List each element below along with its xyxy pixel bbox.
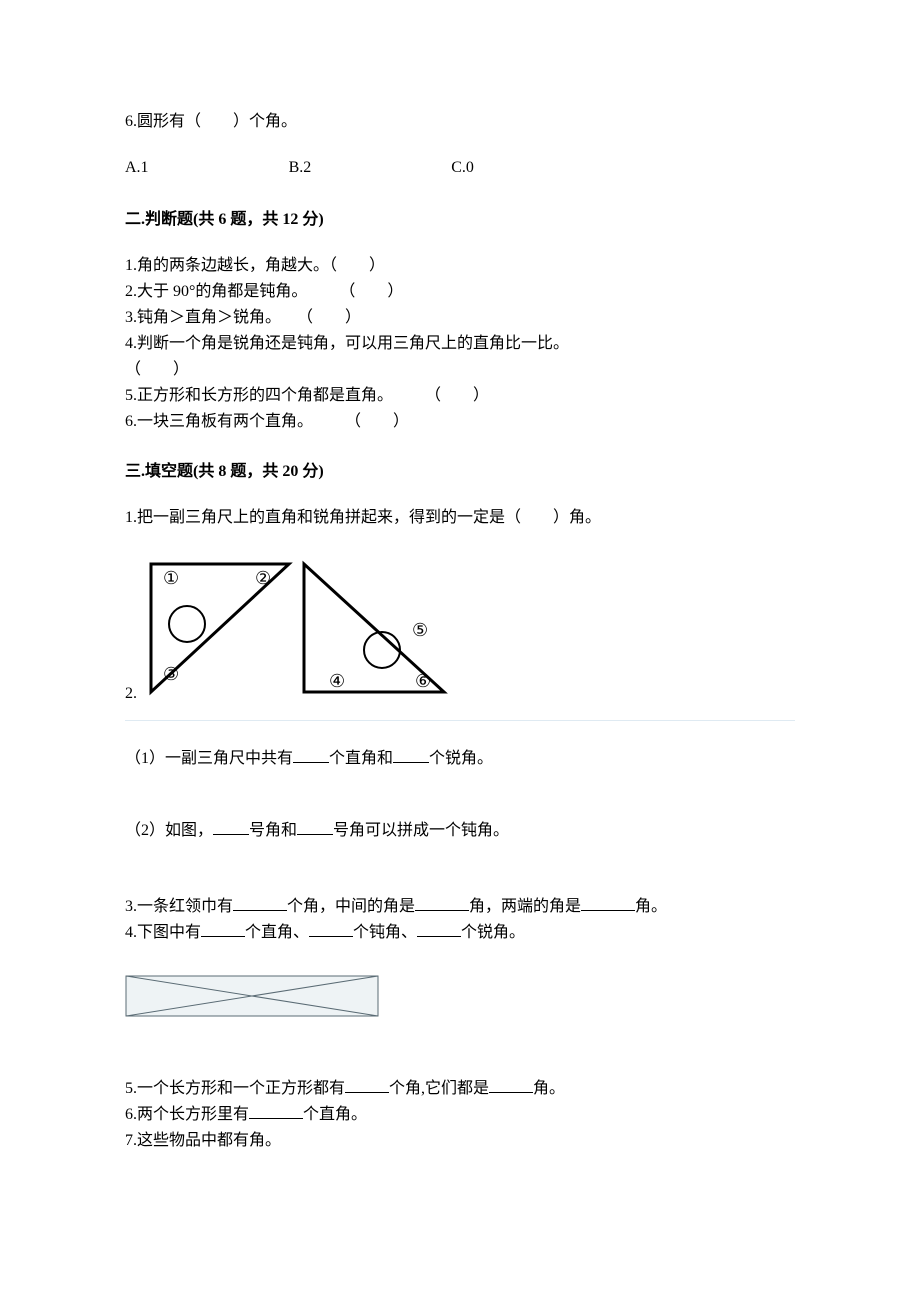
rectangle-figure — [125, 975, 795, 1025]
s3-q2-sub1-a: （1）一副三角尺中共有 — [125, 750, 293, 767]
s3-q6-b: 个直角。 — [303, 1106, 367, 1123]
blank — [417, 922, 461, 937]
s3-q2-row: 2. ① ② ③ ④ ⑤ ⑥ — [125, 540, 795, 714]
q6-choice-b: B.2 — [289, 156, 312, 180]
s3-q2-sub2-b: 号角和 — [249, 822, 297, 839]
svg-text:④: ④ — [329, 671, 345, 691]
blank — [233, 896, 287, 911]
worksheet-page: 6.圆形有（ ）个角。 A.1 B.2 C.0 二.判断题(共 6 题，共 12 分… — [0, 0, 920, 1215]
svg-text:⑥: ⑥ — [415, 671, 431, 691]
blank — [249, 1104, 303, 1119]
tf-item-4: 4.判断一个角是锐角还是钝角，可以用三角尺上的直角比一比。 — [125, 332, 795, 356]
s3-q3-d: 角。 — [635, 898, 667, 915]
blank — [345, 1078, 389, 1093]
blank — [581, 896, 635, 911]
section-3-header: 三.填空题(共 8 题，共 20 分) — [125, 460, 795, 484]
tf-item-5: 5.正方形和长方形的四个角都是直角。 （ ） — [125, 384, 795, 408]
s3-q3-b: 个角，中间的角是 — [287, 898, 415, 915]
s3-q6: 6.两个长方形里有 个直角。 — [125, 1103, 795, 1127]
q6-choices: A.1 B.2 C.0 — [125, 156, 795, 180]
s3-q1: 1.把一副三角尺上的直角和锐角拼起来，得到的一定是（ ）角。 — [125, 506, 795, 530]
fill-block-5-7: 5.一个长方形和一个正方形都有 个角,它们都是 角。 6.两个长方形里有 个直角。 7… — [125, 1077, 795, 1153]
s3-q5-b: 个角,它们都是 — [389, 1080, 489, 1097]
q6-choice-c: C.0 — [451, 156, 474, 180]
s3-q2-num: 2. — [125, 682, 139, 714]
blank — [297, 820, 333, 835]
svg-text:③: ③ — [163, 664, 179, 684]
blank — [489, 1078, 533, 1093]
s3-q7: 7.这些物品中都有角。 — [125, 1129, 795, 1153]
s3-q6-a: 6.两个长方形里有 — [125, 1106, 249, 1123]
blank — [393, 748, 429, 763]
s3-q4: 4.下图中有 个直角、 个钝角、 个锐角。 — [125, 921, 795, 945]
svg-text:①: ① — [163, 568, 179, 588]
s3-q2-sub2: （2）如图， 号角和 号角可以拼成一个钝角。 — [125, 819, 795, 843]
s3-q4-c: 个钝角、 — [353, 924, 417, 941]
svg-text:⑤: ⑤ — [412, 620, 428, 640]
triangle-svg: ① ② ③ ④ ⑤ ⑥ — [139, 552, 459, 702]
s3-q3: 3.一条红领巾有 个角，中间的角是 角，两端的角是 角。 — [125, 895, 795, 919]
s3-q2-sub2-a: （2）如图， — [125, 822, 213, 839]
s3-q5-c: 角。 — [533, 1080, 565, 1097]
s3-q5-a: 5.一个长方形和一个正方形都有 — [125, 1080, 345, 1097]
q6-choice-a: A.1 — [125, 156, 149, 180]
s3-q3-c: 角，两端的角是 — [469, 898, 581, 915]
tf-item-4b: （ ） — [125, 358, 795, 382]
svg-text:②: ② — [255, 568, 271, 588]
s3-q5: 5.一个长方形和一个正方形都有 个角,它们都是 角。 — [125, 1077, 795, 1101]
s3-q2-sub1-c: 个锐角。 — [429, 750, 493, 767]
s3-q3-a: 3.一条红领巾有 — [125, 898, 233, 915]
s3-q4-d: 个锐角。 — [461, 924, 525, 941]
s3-q2-sub1-b: 个直角和 — [329, 750, 393, 767]
triangle-figure: ① ② ③ ④ ⑤ ⑥ — [139, 552, 459, 710]
blank — [309, 922, 353, 937]
tf-item-6: 6.一块三角板有两个直角。 （ ） — [125, 410, 795, 434]
tf-item-2: 2.大于 90°的角都是钝角。 （ ） — [125, 280, 795, 304]
blank — [201, 922, 245, 937]
fill-block-3-4: 3.一条红领巾有 个角，中间的角是 角，两端的角是 角。 4.下图中有 个直角、 个钝角、… — [125, 895, 795, 945]
faint-separator — [125, 720, 795, 721]
tf-item-1: 1.角的两条边越长，角越大。（ ） — [125, 254, 795, 278]
blank — [415, 896, 469, 911]
s3-q2-sub2-c: 号角可以拼成一个钝角。 — [333, 822, 509, 839]
blank — [213, 820, 249, 835]
true-false-block: 1.角的两条边越长，角越大。（ ） 2.大于 90°的角都是钝角。 （ ） 3.… — [125, 254, 795, 434]
tf-item-3: 3.钝角＞直角＞锐角。 （ ） — [125, 306, 795, 330]
section-2-header: 二.判断题(共 6 题，共 12 分) — [125, 208, 795, 232]
s3-q2-sub1: （1）一副三角尺中共有 个直角和 个锐角。 — [125, 747, 795, 771]
s3-q4-a: 4.下图中有 — [125, 924, 201, 941]
q6-text: 6.圆形有（ ）个角。 — [125, 110, 795, 134]
s3-q4-b: 个直角、 — [245, 924, 309, 941]
rectangle-svg — [125, 975, 379, 1017]
blank — [293, 748, 329, 763]
